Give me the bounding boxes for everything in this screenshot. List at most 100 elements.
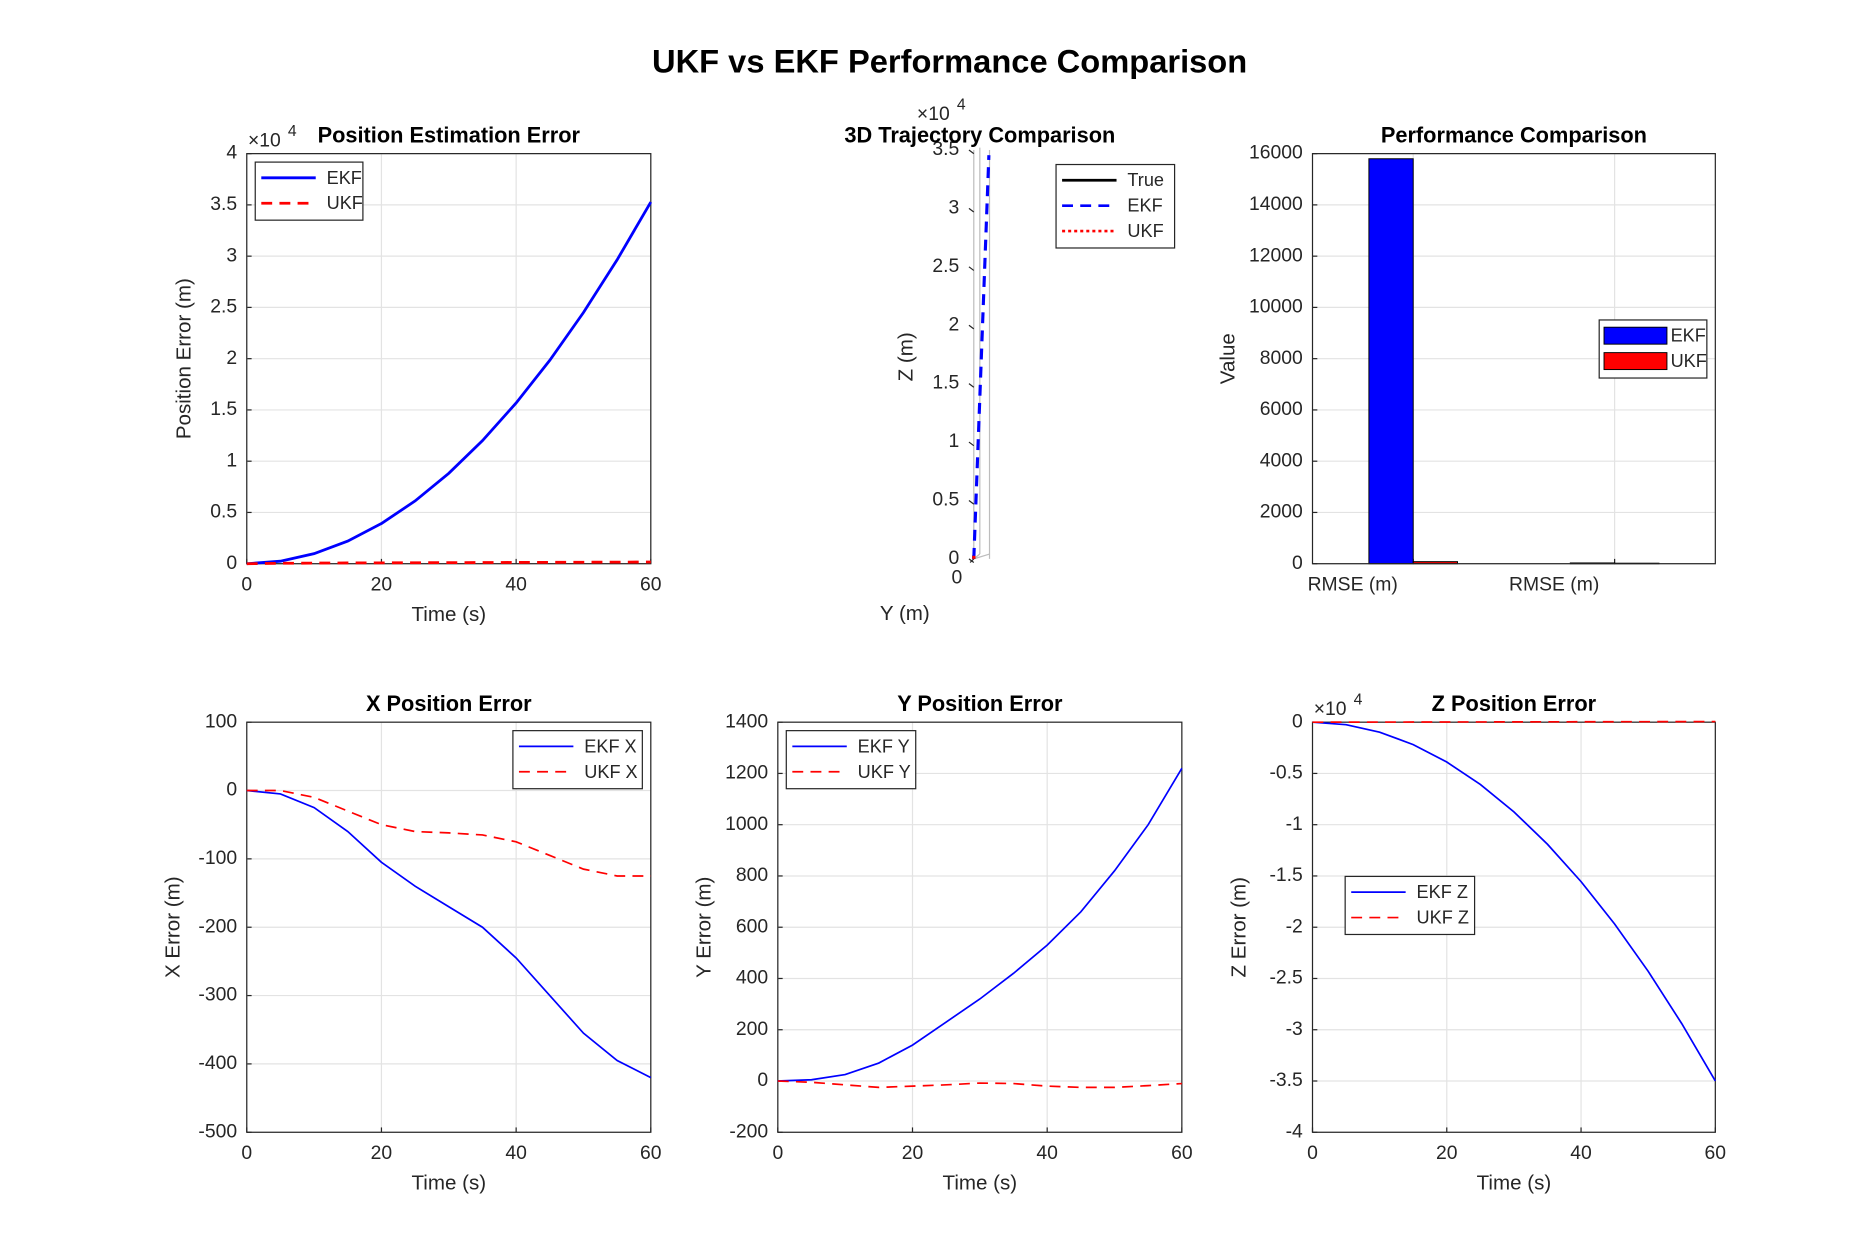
y-tick-label: 4 <box>226 142 237 164</box>
plot-frame <box>246 721 652 1133</box>
legend-label: UKF <box>1671 351 1707 371</box>
legend-label: UKF X <box>584 762 637 782</box>
legend-label: EKF <box>1127 196 1162 216</box>
series-line <box>777 767 1183 1082</box>
x-axis-label: Time (s) <box>1477 1172 1552 1195</box>
x-tick-label: RMSE (m) <box>1509 574 1599 596</box>
z-tick <box>968 383 975 388</box>
y-tick-label: 0.5 <box>210 501 237 523</box>
y-tick-label: 4000 <box>1260 449 1303 471</box>
x-tick-label: 60 <box>640 574 662 596</box>
y-tick-label: -1.5 <box>1269 864 1302 886</box>
x-tick-label: 60 <box>640 1142 662 1164</box>
y-axis-label: Z Error (m) <box>1227 877 1250 977</box>
legend-label: EKF <box>1671 326 1706 346</box>
y-tick-label: 14000 <box>1249 193 1303 215</box>
z-tick <box>968 324 975 330</box>
y-tick-label: 0 <box>951 566 962 588</box>
y-axis-label: Position Error (m) <box>173 278 196 439</box>
y-tick-label: 3.5 <box>210 193 237 215</box>
x-axis-label: Time (s) <box>412 1172 487 1195</box>
legend-label: UKF Z <box>1417 908 1469 928</box>
chart-title: Z Position Error <box>1432 691 1597 716</box>
legend-swatch <box>1603 352 1668 371</box>
y-tick-label: 8000 <box>1260 347 1303 369</box>
subplot: 0 0.5 1 1.5 2 2.5 3 3.5 0 3D Trajectory Compariso… <box>844 96 1176 625</box>
y-axis-label: Value <box>1216 333 1239 384</box>
axis-exponent: 4 <box>1354 692 1363 709</box>
y-tick-label: 0 <box>226 779 237 801</box>
box-edge <box>973 553 990 560</box>
y-tick-label: 12000 <box>1249 244 1303 266</box>
y-tick-label: 0 <box>757 1069 768 1091</box>
axis-exponent: 4 <box>288 123 297 140</box>
y-tick-label: 1.5 <box>210 398 237 420</box>
y-tick-label: 600 <box>736 915 768 937</box>
y-tick-label: -0.5 <box>1269 762 1302 784</box>
z-tick <box>968 499 975 505</box>
y-tick-label: -200 <box>729 1120 768 1142</box>
y-tick-label: -2 <box>1286 915 1303 937</box>
legend-box <box>254 161 364 221</box>
y-tick-label: -200 <box>198 915 237 937</box>
z-tick-label: 0.5 <box>932 489 959 511</box>
y-tick-label: -2.5 <box>1269 967 1302 989</box>
y-axis-label: Y (m) <box>880 602 930 625</box>
z-tick <box>968 149 975 155</box>
x-tick-label: 60 <box>1705 1142 1727 1164</box>
series-line <box>246 560 651 566</box>
y-tick-label: 1000 <box>725 813 768 835</box>
x-tick-label: 40 <box>1570 1142 1592 1164</box>
y-tick-label: 1200 <box>725 762 768 784</box>
x-axis-label: Time (s) <box>943 1172 1018 1195</box>
legend-box <box>1055 163 1176 249</box>
y-tick-label: 0 <box>1292 710 1303 732</box>
x-tick-label: 20 <box>902 1142 924 1164</box>
y-tick-label: 200 <box>736 1018 768 1040</box>
y-tick-label: 1 <box>226 449 237 471</box>
x-tick-label: 60 <box>1171 1142 1193 1164</box>
y-tick-label: -500 <box>198 1120 237 1142</box>
plot-frame <box>777 721 1183 1133</box>
series-line <box>1312 721 1717 1082</box>
chart-title: Performance Comparison <box>1381 122 1647 147</box>
y-tick-label: 400 <box>736 967 768 989</box>
x-axis-label: Time (s) <box>412 603 487 626</box>
legend-box <box>1344 875 1476 936</box>
legend-label: EKF Z <box>1417 882 1468 902</box>
y-tick-label: 800 <box>736 864 768 886</box>
z-tick <box>968 441 975 447</box>
z-tick-label: 0 <box>949 547 960 569</box>
legend-label: EKF <box>327 168 362 188</box>
y-tick-label: 100 <box>205 710 237 732</box>
x-tick-label: 20 <box>371 1142 393 1164</box>
y-tick-label: 6000 <box>1260 398 1303 420</box>
y-tick-label: -4 <box>1286 1120 1303 1142</box>
y-tick-label: -1 <box>1286 813 1303 835</box>
series-line <box>246 789 652 1079</box>
y-tick-label: 16000 <box>1249 142 1303 164</box>
y-tick-label: -100 <box>198 847 237 869</box>
z-tick-label: 1 <box>949 430 960 452</box>
legend-label: EKF X <box>584 736 636 756</box>
legend-label: UKF Y <box>858 762 911 782</box>
legend-swatch <box>1603 326 1668 345</box>
axis-multiplier: ×10 <box>917 103 950 125</box>
y-tick-label: 0 <box>226 552 237 574</box>
legend-box <box>785 730 917 790</box>
x-tick-label: 0 <box>241 1142 252 1164</box>
subplot: 0 2000 4000 6000 8000 10000 12000 14000 16000 Per… <box>1216 122 1716 596</box>
subplot: -500 -400 -300 -200 -100 0 100 X Position Error… <box>162 691 662 1195</box>
chart-title: Y Position Error <box>897 691 1063 716</box>
y-axis-label: Y Error (m) <box>693 877 716 978</box>
y-axis-label: X Error (m) <box>162 876 185 978</box>
chart-title: Position Estimation Error <box>318 122 581 147</box>
x-tick-label: 0 <box>1307 1142 1318 1164</box>
z-tick-label: 2.5 <box>932 255 959 277</box>
series-line <box>246 201 653 566</box>
subplot: -4 -3.5 -3 -2.5 -2 -1.5 -1 -0.5 0 Z Position Erro… <box>1227 691 1726 1195</box>
z-tick <box>968 207 975 213</box>
